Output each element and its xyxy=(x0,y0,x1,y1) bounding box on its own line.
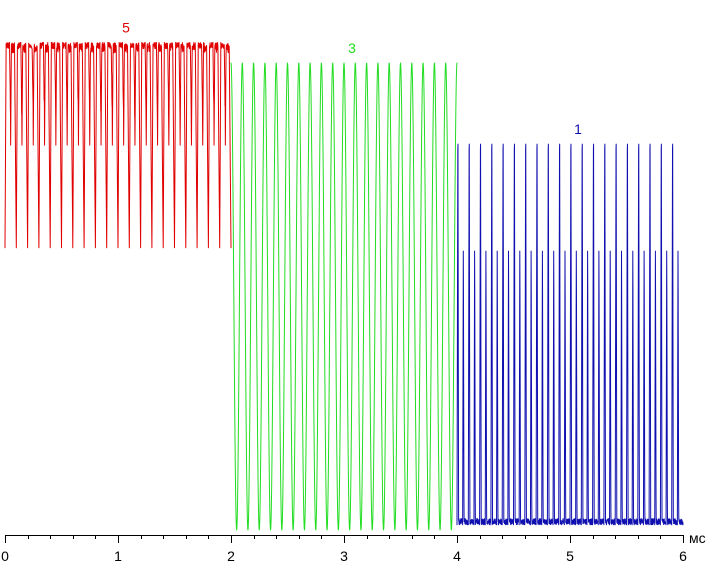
x-axis-tick-label: 0 xyxy=(1,548,9,564)
x-axis-tick-label: 4 xyxy=(453,548,461,564)
series-line-3 xyxy=(230,62,458,531)
series-label-layer: 5 3 1 xyxy=(122,20,582,138)
series-layer xyxy=(4,42,684,531)
x-axis-ticks xyxy=(5,535,684,543)
x-axis-tick-label: 5 xyxy=(566,548,574,564)
x-axis-tick-labels: 0 1 2 3 4 5 6 xyxy=(1,548,687,564)
x-axis-tick-label: 6 xyxy=(679,548,687,564)
x-axis-unit-label: мс xyxy=(689,530,706,546)
series-label-1: 1 xyxy=(574,121,582,137)
series-label-3: 3 xyxy=(348,40,356,56)
x-axis-tick-label: 2 xyxy=(227,548,235,564)
x-axis-tick-label: 3 xyxy=(340,548,348,564)
x-axis-tick-label: 1 xyxy=(114,548,122,564)
series-line-5 xyxy=(4,42,232,249)
series-line-1 xyxy=(456,143,684,526)
series-label-5: 5 xyxy=(122,20,130,36)
